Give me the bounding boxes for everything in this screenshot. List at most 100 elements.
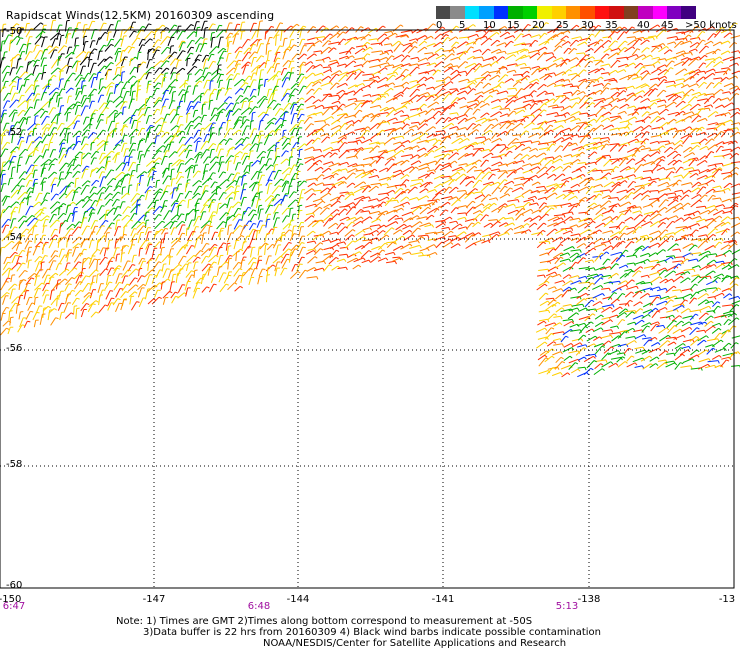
wind-barb bbox=[499, 121, 508, 130]
wind-barb-tick bbox=[109, 185, 113, 188]
wind-barb-tick bbox=[2, 40, 6, 42]
wind-barb bbox=[539, 32, 545, 40]
wind-barb bbox=[40, 215, 48, 222]
wind-barb-tick bbox=[451, 53, 455, 56]
wind-barb-tick bbox=[415, 125, 419, 129]
wind-barb bbox=[226, 120, 229, 131]
wind-barb-tick bbox=[322, 25, 326, 28]
wind-barb-tick bbox=[326, 123, 330, 127]
wind-barb bbox=[731, 192, 740, 195]
wind-barb-tick bbox=[617, 97, 621, 101]
wind-barb-tick bbox=[110, 38, 115, 41]
wind-barb bbox=[563, 91, 572, 95]
wind-barb-tick bbox=[451, 122, 455, 126]
wind-barb-tick bbox=[689, 40, 693, 44]
wind-barb-tick bbox=[318, 81, 322, 84]
wind-barb bbox=[104, 44, 112, 52]
wind-barb-tick bbox=[512, 100, 516, 103]
wind-barb-tick bbox=[138, 63, 142, 66]
wind-barb-tick bbox=[362, 169, 366, 173]
wind-barb-tick bbox=[552, 92, 555, 96]
wind-barb-tick bbox=[728, 91, 732, 95]
wind-barb-tick bbox=[608, 63, 611, 67]
wind-barb-tick bbox=[465, 70, 468, 75]
wind-barb bbox=[203, 80, 208, 89]
wind-barb-tick bbox=[517, 199, 520, 203]
wind-barb bbox=[321, 136, 328, 144]
wind-barb bbox=[544, 159, 552, 167]
wind-barb-tick bbox=[600, 100, 604, 103]
wind-barb bbox=[407, 186, 416, 194]
wind-barb-tick bbox=[249, 161, 254, 164]
wind-barb-tick bbox=[731, 129, 734, 133]
wind-barb-tick bbox=[242, 78, 246, 82]
wind-barb-tick bbox=[256, 181, 260, 183]
wind-barb-tick bbox=[406, 159, 410, 163]
wind-barb bbox=[592, 144, 604, 150]
wind-barb bbox=[19, 118, 25, 129]
wind-barb bbox=[731, 196, 740, 200]
wind-barb bbox=[392, 172, 403, 178]
wind-barb bbox=[682, 146, 691, 153]
wind-barb-tick bbox=[631, 206, 635, 209]
wind-barb-tick bbox=[456, 89, 460, 93]
wind-barb bbox=[186, 101, 192, 111]
wind-barb bbox=[672, 95, 680, 102]
wind-barb bbox=[561, 112, 568, 117]
wind-barb bbox=[298, 180, 305, 187]
wind-barb bbox=[600, 53, 607, 60]
wind-barb-tick bbox=[43, 207, 47, 209]
wind-barb bbox=[594, 156, 604, 164]
wind-barb-tick bbox=[465, 41, 469, 45]
wind-barb bbox=[1, 195, 7, 203]
wind-barb-tick bbox=[601, 83, 605, 87]
wind-barb bbox=[449, 112, 458, 115]
wind-barb-tick bbox=[406, 81, 410, 85]
wind-barb-tick bbox=[678, 194, 682, 198]
wind-barb-tick bbox=[504, 203, 508, 207]
wind-barb bbox=[594, 76, 602, 82]
wind-barb bbox=[479, 102, 488, 109]
wind-barb bbox=[593, 45, 602, 54]
wind-barb bbox=[32, 22, 42, 31]
wind-barb-tick bbox=[565, 35, 569, 39]
wind-barb-tick bbox=[735, 172, 739, 176]
wind-barb bbox=[610, 59, 618, 69]
wind-barb bbox=[519, 48, 528, 54]
wind-barb-tick bbox=[144, 72, 148, 75]
wind-barb-tick bbox=[6, 65, 11, 68]
wind-barb-tick bbox=[590, 48, 594, 51]
wind-barb bbox=[571, 36, 581, 40]
wind-barb bbox=[384, 128, 395, 132]
wind-barb bbox=[490, 48, 500, 54]
wind-barb bbox=[537, 84, 545, 90]
wind-barb bbox=[546, 183, 557, 188]
wind-barb-tick bbox=[166, 131, 170, 134]
wind-barb-tick bbox=[544, 32, 548, 35]
wind-barb bbox=[658, 45, 667, 53]
wind-barb-tick bbox=[287, 142, 291, 145]
wind-barb bbox=[447, 152, 457, 160]
wind-barb bbox=[233, 156, 237, 165]
wind-barb bbox=[224, 138, 230, 146]
wind-barb bbox=[657, 131, 667, 137]
wind-barb-tick bbox=[14, 109, 18, 112]
wind-barb bbox=[571, 89, 578, 97]
wind-barb bbox=[472, 147, 484, 150]
wind-barb bbox=[682, 158, 693, 164]
wind-barb bbox=[203, 122, 212, 131]
wind-barb-tick bbox=[582, 91, 586, 95]
wind-barb bbox=[424, 202, 433, 207]
wind-barb-tick bbox=[541, 127, 544, 131]
wind-barb-tick bbox=[643, 159, 647, 162]
wind-barb bbox=[467, 79, 476, 84]
wind-barb-tick bbox=[455, 36, 459, 40]
wind-barb bbox=[136, 30, 142, 38]
wind-barb bbox=[432, 139, 440, 147]
wind-barb bbox=[682, 172, 690, 179]
wind-barb bbox=[176, 183, 180, 192]
wind-barb bbox=[259, 69, 262, 81]
wind-barb-tick bbox=[189, 190, 193, 193]
wind-barb bbox=[544, 187, 554, 194]
wind-barb bbox=[35, 192, 40, 202]
